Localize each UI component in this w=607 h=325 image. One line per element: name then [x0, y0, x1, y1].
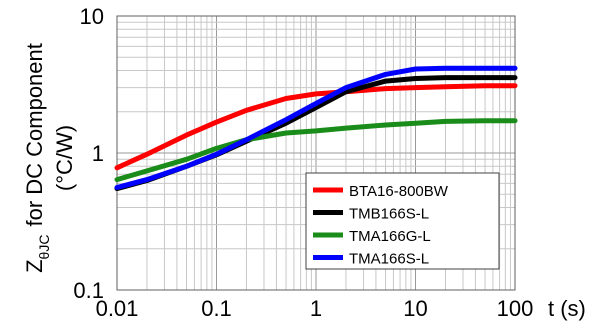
series-line-bta16-800bw [114, 83, 518, 171]
x-tick-label: 1 [310, 296, 322, 321]
x-axis-label: t (s) [548, 296, 586, 321]
y-axis-main-label: for DC Component [22, 43, 47, 226]
y-axis-subscript: θJC [36, 235, 52, 260]
plot-frame [116, 15, 516, 291]
x-tick-label: 0.1 [201, 296, 232, 321]
y-tick-label: 10 [80, 4, 104, 29]
legend-label: BTA16-800BW [349, 183, 449, 200]
series-line-tma166g-l [114, 118, 518, 183]
x-tick-label: 100 [497, 296, 534, 321]
x-tick-label: 10 [403, 296, 427, 321]
x-tick-label: 0.01 [96, 296, 139, 321]
legend-label: TMA166S-L [349, 251, 429, 268]
y-tick-label: 0.1 [73, 278, 104, 303]
series-line-tma166s-l [114, 65, 518, 190]
series-lines [114, 65, 518, 192]
legend-label: TMA166G-L [349, 228, 431, 245]
legend: BTA16-800BW TMB166S-L TMA166G-L TMA166S-L [305, 172, 500, 270]
svg-text:ZθJCfor DC Component: ZθJC for DC Component [22, 43, 52, 273]
y-axis-label: ZθJC for DC Component (°C/W) [22, 43, 77, 273]
y-tick-label: 1 [92, 141, 104, 166]
y-axis-unit: (°C/W) [52, 125, 77, 191]
legend-label: TMB166S-L [349, 206, 429, 223]
y-axis-symbol: Z [22, 259, 47, 272]
